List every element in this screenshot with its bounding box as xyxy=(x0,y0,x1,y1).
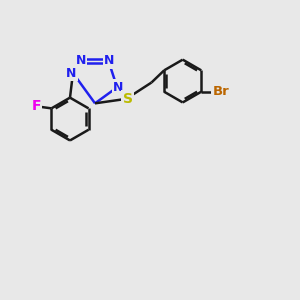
Text: F: F xyxy=(31,99,41,113)
Text: S: S xyxy=(123,92,133,106)
Text: N: N xyxy=(76,54,86,67)
Text: N: N xyxy=(104,54,114,67)
Text: N: N xyxy=(113,81,124,94)
Text: Br: Br xyxy=(213,85,230,98)
Text: N: N xyxy=(66,67,77,80)
